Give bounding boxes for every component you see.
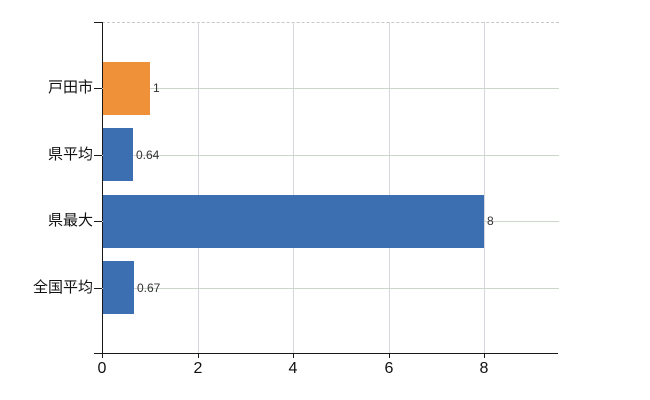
bar <box>103 261 134 314</box>
y-gridline <box>102 155 559 156</box>
bar <box>103 62 150 115</box>
value-label: 8 <box>487 214 494 228</box>
y-gridline <box>102 288 559 289</box>
x-axis-line <box>94 353 558 354</box>
x-tick-label: 8 <box>479 360 489 377</box>
category-label: 県最大 <box>47 212 93 229</box>
x-tick-label: 6 <box>384 360 394 377</box>
x-tick-label: 4 <box>288 360 298 377</box>
category-label: 県平均 <box>47 146 93 163</box>
y-axis-tick <box>94 155 102 156</box>
y-axis-tick <box>94 88 102 89</box>
value-label: 0.67 <box>137 281 161 295</box>
x-tick-label: 0 <box>97 360 107 377</box>
bar <box>103 195 484 248</box>
x-axis-tick <box>102 353 103 358</box>
value-label: 1 <box>153 81 160 95</box>
x-axis-tick <box>198 353 199 358</box>
x-gridline <box>389 22 390 353</box>
x-axis-tick <box>484 353 485 358</box>
x-axis-tick <box>293 353 294 358</box>
y-axis-top-tick <box>94 22 102 23</box>
x-gridline <box>198 22 199 353</box>
x-gridline <box>484 22 485 353</box>
y-gridline <box>102 88 559 89</box>
y-axis-tick <box>94 288 102 289</box>
y-axis-tick <box>94 221 102 222</box>
y-axis-line <box>102 22 103 353</box>
value-label: 0.64 <box>136 148 160 162</box>
plot-top-dashed-line <box>102 22 559 23</box>
x-axis-tick <box>389 353 390 358</box>
category-label: 戸田市 <box>47 79 93 96</box>
x-tick-label: 2 <box>193 360 203 377</box>
x-gridline <box>293 22 294 353</box>
bar <box>103 128 133 181</box>
category-label: 全国平均 <box>32 279 93 296</box>
